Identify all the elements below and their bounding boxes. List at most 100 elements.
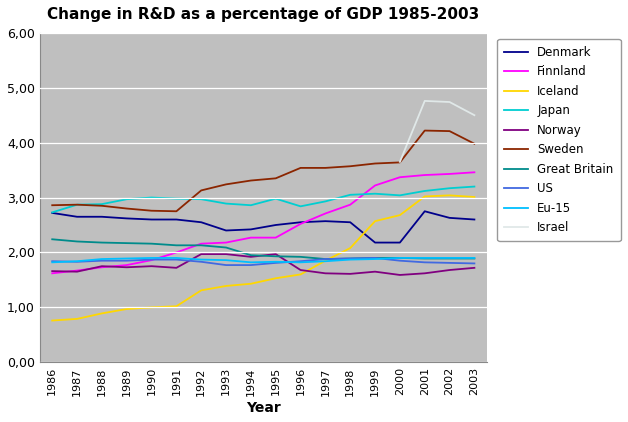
Eu-15 [173, 255, 180, 260]
Eu-15 [396, 255, 404, 260]
US [371, 255, 379, 260]
US [148, 257, 155, 262]
Sweden [371, 161, 379, 166]
Sweden [222, 182, 230, 187]
Line: Sweden: Sweden [52, 130, 474, 211]
Japan [197, 197, 205, 202]
Norway [148, 264, 155, 269]
Norway [272, 252, 279, 257]
Sweden [421, 128, 428, 133]
Norway [446, 268, 453, 273]
Line: Eu-15: Eu-15 [52, 258, 474, 262]
Denmark [396, 240, 404, 245]
Eu-15 [48, 260, 56, 265]
Israel [470, 113, 478, 118]
Sweden [470, 141, 478, 146]
US [470, 261, 478, 266]
Great Britain [347, 256, 354, 261]
Japan [73, 202, 81, 207]
Iceland [371, 219, 379, 224]
Iceland [222, 284, 230, 289]
Sweden [446, 129, 453, 134]
Sweden [48, 203, 56, 208]
Eu-15 [322, 259, 329, 264]
Sweden [247, 178, 255, 183]
Finnland [173, 250, 180, 255]
Denmark [48, 211, 56, 216]
US [421, 260, 428, 265]
Norway [222, 252, 230, 257]
Eu-15 [297, 260, 305, 265]
Great Britain [396, 255, 404, 260]
Iceland [148, 305, 155, 310]
Iceland [421, 194, 428, 199]
Iceland [446, 193, 453, 198]
Finnland [148, 257, 155, 262]
Sweden [148, 208, 155, 213]
Denmark [347, 220, 354, 225]
Denmark [123, 216, 131, 221]
Great Britain [197, 243, 205, 248]
Great Britain [173, 243, 180, 248]
Sweden [322, 165, 329, 170]
Great Britain [371, 255, 379, 260]
Norway [197, 252, 205, 257]
Denmark [297, 220, 305, 225]
Sweden [123, 206, 131, 211]
Japan [123, 197, 131, 202]
Denmark [446, 215, 453, 220]
Norway [123, 265, 131, 270]
US [272, 260, 279, 265]
US [347, 256, 354, 261]
Finnland [48, 271, 56, 276]
X-axis label: Year: Year [246, 401, 281, 415]
Japan [322, 199, 329, 204]
US [446, 260, 453, 265]
Japan [98, 202, 106, 207]
Japan [48, 210, 56, 215]
Sweden [73, 202, 81, 207]
Eu-15 [470, 255, 478, 260]
Legend: Denmark, Finnland, Iceland, Japan, Norway, Sweden, Great Britain, US, Eu-15, Isr: Denmark, Finnland, Iceland, Japan, Norwa… [497, 39, 620, 241]
Finnland [123, 262, 131, 268]
Iceland [297, 272, 305, 277]
Sweden [297, 165, 305, 170]
Israel [446, 100, 453, 105]
Norway [247, 254, 255, 260]
Norway [48, 268, 56, 273]
Finnland [98, 265, 106, 270]
Iceland [272, 276, 279, 281]
Iceland [197, 288, 205, 293]
Iceland [322, 258, 329, 263]
Great Britain [98, 240, 106, 245]
Norway [396, 273, 404, 278]
Great Britain [421, 256, 428, 261]
Finnland [197, 241, 205, 246]
Line: Norway: Norway [52, 254, 474, 275]
Eu-15 [197, 257, 205, 262]
Iceland [173, 304, 180, 309]
US [297, 259, 305, 264]
Great Britain [48, 237, 56, 242]
Japan [148, 195, 155, 200]
Iceland [48, 318, 56, 323]
Denmark [173, 217, 180, 222]
US [222, 262, 230, 268]
Iceland [73, 316, 81, 322]
Eu-15 [272, 259, 279, 264]
Norway [470, 265, 478, 271]
Japan [470, 184, 478, 189]
Title: Change in R&D as a percentage of GDP 1985-2003: Change in R&D as a percentage of GDP 198… [47, 7, 479, 22]
Eu-15 [347, 257, 354, 262]
Denmark [371, 240, 379, 245]
Line: Great Britain: Great Britain [52, 239, 474, 259]
Finnland [222, 240, 230, 245]
Sweden [98, 203, 106, 208]
Norway [347, 271, 354, 276]
US [173, 257, 180, 262]
Great Britain [73, 239, 81, 244]
Norway [173, 265, 180, 271]
Norway [421, 271, 428, 276]
Eu-15 [73, 259, 81, 264]
Japan [371, 191, 379, 196]
